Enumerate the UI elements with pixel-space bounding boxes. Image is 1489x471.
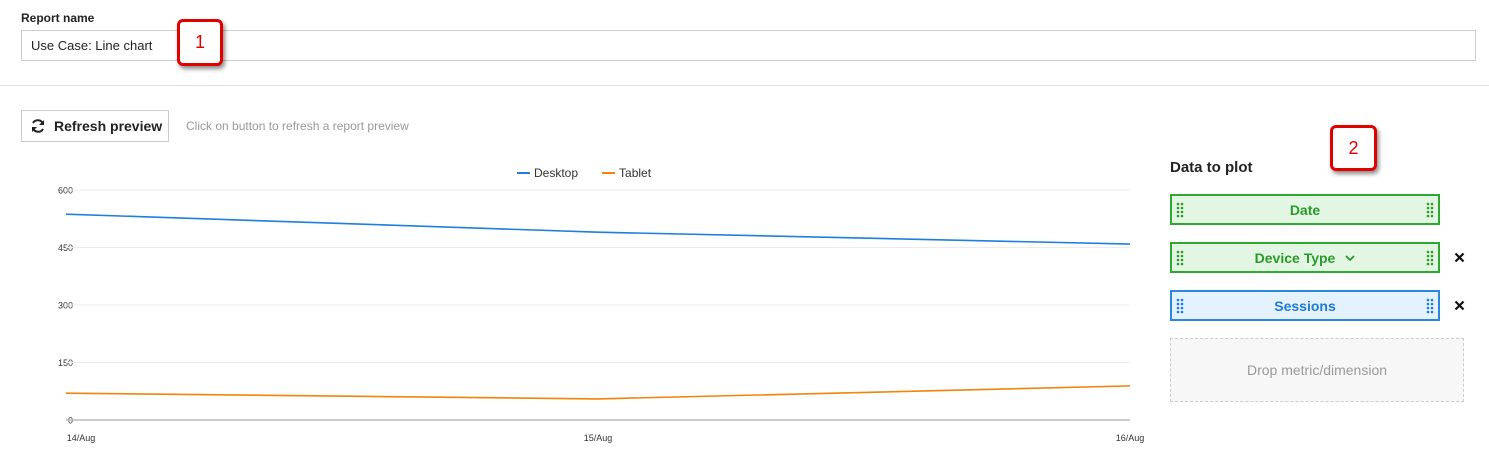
dimension-pill[interactable]: Date (1170, 194, 1440, 225)
legend-label: Tablet (619, 166, 652, 180)
grip (1426, 250, 1434, 266)
y-tick-label: 300 (58, 301, 73, 311)
panel-title: Data to plot (1170, 159, 1253, 176)
x-tick-label: 14/Aug (67, 433, 96, 443)
metric-pill[interactable]: Sessions (1170, 290, 1440, 321)
x-tick-label: 16/Aug (1116, 433, 1145, 443)
y-tick-label: 150 (58, 358, 73, 368)
chevron[interactable] (1345, 254, 1355, 262)
grip (1426, 202, 1434, 218)
grip (1426, 298, 1434, 314)
x-tick-label: 15/Aug (584, 433, 613, 443)
button-label: Refresh preview (54, 118, 163, 134)
pill-label: Date (1289, 201, 1321, 218)
refresh-button[interactable]: Refresh preview (21, 110, 169, 142)
field-label: Report name (21, 11, 95, 25)
callout: 2 (1330, 125, 1377, 171)
report-name-input[interactable]: Use Case: Line chart (21, 30, 1476, 61)
remove-button[interactable] (1454, 252, 1465, 263)
separator (0, 85, 1489, 86)
grip (1176, 298, 1184, 314)
drop-zone[interactable]: Drop metric/dimension (1170, 338, 1464, 402)
y-tick-label: 450 (58, 243, 73, 253)
pill-label: Device Type (1254, 249, 1336, 266)
line-chart: 015030045060014/Aug15/Aug16/AugDesktopTa… (58, 166, 1145, 443)
refresh-icon (32, 119, 44, 133)
dimension-pill[interactable]: Device Type (1170, 242, 1440, 273)
legend-label: Desktop (534, 166, 578, 180)
pill-label: Sessions (1274, 297, 1336, 314)
y-tick-label: 600 (58, 186, 73, 196)
series-line (65, 213, 1131, 245)
hint: Click on button to refresh a report prev… (186, 119, 409, 133)
grip (1176, 202, 1184, 218)
grip (1176, 250, 1184, 266)
callout: 1 (177, 19, 223, 66)
series-line (65, 385, 1131, 400)
remove-button[interactable] (1454, 300, 1465, 311)
